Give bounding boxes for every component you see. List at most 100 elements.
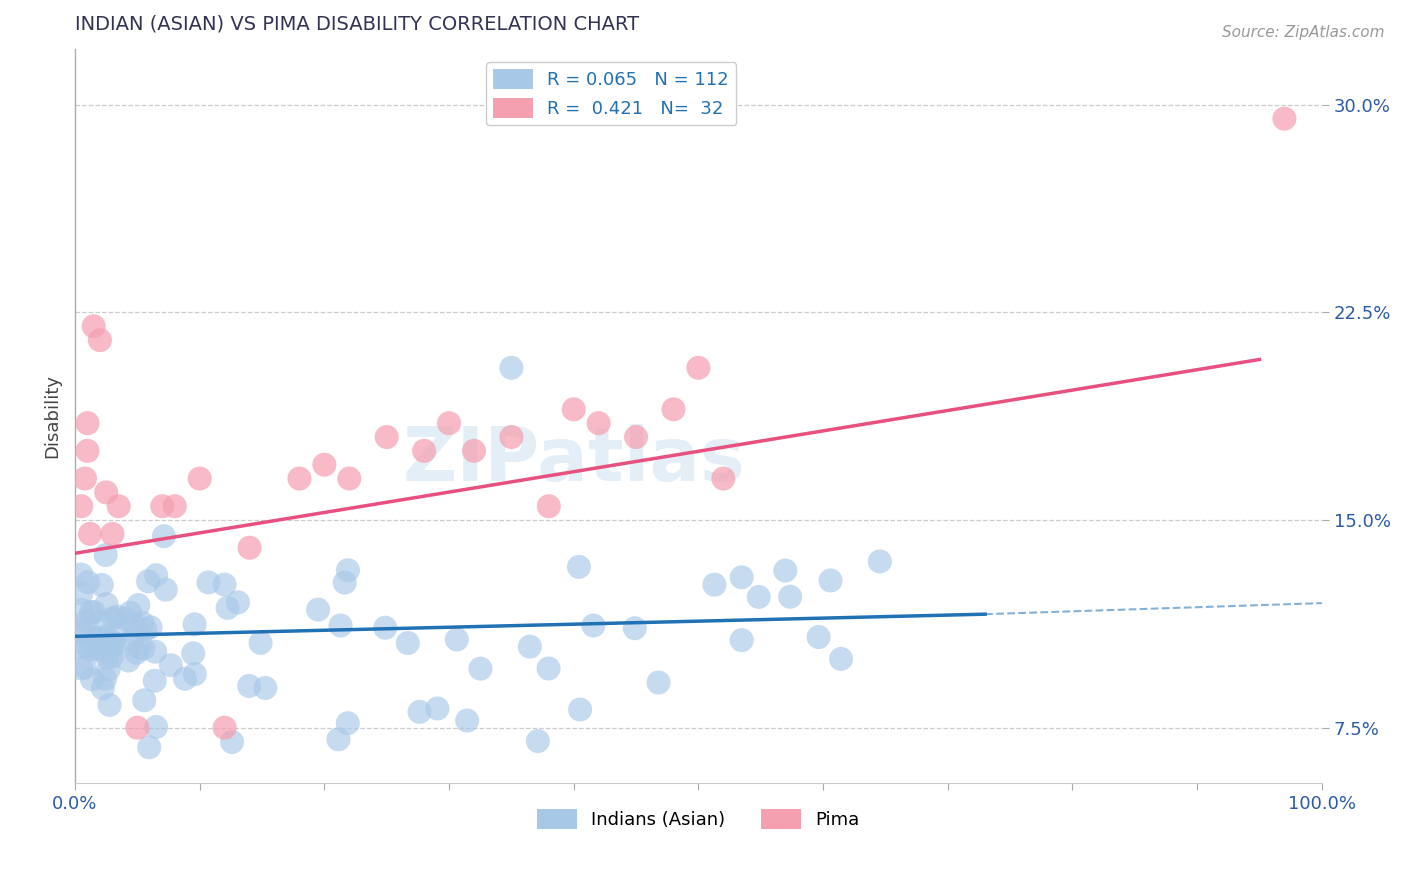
Point xyxy=(830,652,852,666)
Point xyxy=(328,732,350,747)
Point xyxy=(214,577,236,591)
Point xyxy=(79,527,101,541)
Point xyxy=(96,597,118,611)
Point xyxy=(527,734,550,748)
Point xyxy=(117,654,139,668)
Point xyxy=(87,632,110,646)
Point xyxy=(501,430,523,444)
Point xyxy=(238,679,260,693)
Point xyxy=(76,640,98,654)
Point xyxy=(70,567,93,582)
Y-axis label: Disability: Disability xyxy=(44,375,60,458)
Point xyxy=(124,618,146,632)
Point xyxy=(437,416,460,430)
Point xyxy=(569,702,592,716)
Point xyxy=(134,693,156,707)
Point xyxy=(145,720,167,734)
Point xyxy=(94,630,117,644)
Point xyxy=(314,458,336,472)
Point xyxy=(623,621,645,635)
Point xyxy=(73,660,96,674)
Point xyxy=(83,605,105,619)
Point xyxy=(336,716,359,731)
Text: ZIPatlas: ZIPatlas xyxy=(402,424,745,497)
Text: Source: ZipAtlas.com: Source: ZipAtlas.com xyxy=(1222,25,1385,40)
Point xyxy=(537,500,560,514)
Point xyxy=(101,640,124,654)
Point xyxy=(408,705,430,719)
Point xyxy=(217,601,239,615)
Point xyxy=(688,360,710,375)
Point xyxy=(226,595,249,609)
Point xyxy=(249,636,271,650)
Point xyxy=(80,605,103,619)
Point xyxy=(711,471,734,485)
Point xyxy=(101,636,124,650)
Point xyxy=(87,643,110,657)
Point xyxy=(76,416,98,430)
Point xyxy=(80,673,103,687)
Point xyxy=(96,650,118,665)
Point xyxy=(184,667,207,681)
Point xyxy=(134,623,156,637)
Point xyxy=(136,574,159,589)
Point xyxy=(375,430,398,444)
Point xyxy=(779,590,801,604)
Point xyxy=(103,611,125,625)
Point xyxy=(70,500,93,514)
Point xyxy=(214,721,236,735)
Point xyxy=(562,402,585,417)
Point xyxy=(183,617,205,632)
Point xyxy=(153,529,176,543)
Point xyxy=(624,430,647,444)
Point xyxy=(731,633,754,648)
Point xyxy=(197,575,219,590)
Point xyxy=(86,632,108,646)
Point xyxy=(114,612,136,626)
Point xyxy=(94,672,117,686)
Point xyxy=(374,621,396,635)
Point xyxy=(73,471,96,485)
Point xyxy=(70,625,93,640)
Point xyxy=(77,575,100,590)
Point xyxy=(91,615,114,630)
Point xyxy=(337,471,360,485)
Point xyxy=(181,646,204,660)
Point xyxy=(254,681,277,695)
Point xyxy=(107,500,129,514)
Point xyxy=(87,640,110,654)
Point xyxy=(174,672,197,686)
Point xyxy=(89,333,111,347)
Point xyxy=(588,416,610,430)
Point xyxy=(87,636,110,650)
Point xyxy=(731,570,754,584)
Point xyxy=(138,740,160,755)
Point xyxy=(127,721,149,735)
Point xyxy=(97,663,120,677)
Point xyxy=(662,402,685,417)
Point xyxy=(98,632,121,647)
Point xyxy=(519,640,541,654)
Point xyxy=(143,645,166,659)
Point xyxy=(703,577,725,591)
Point xyxy=(120,606,142,620)
Point xyxy=(413,443,436,458)
Point xyxy=(70,586,93,600)
Point xyxy=(1274,112,1296,126)
Point xyxy=(396,636,419,650)
Point xyxy=(125,646,148,660)
Point xyxy=(307,602,329,616)
Point xyxy=(446,632,468,647)
Point xyxy=(336,563,359,577)
Point xyxy=(582,618,605,632)
Point xyxy=(90,578,112,592)
Point xyxy=(104,637,127,651)
Point xyxy=(79,642,101,657)
Point xyxy=(70,661,93,675)
Point xyxy=(333,575,356,590)
Point xyxy=(132,641,155,656)
Point xyxy=(426,701,449,715)
Point xyxy=(70,624,93,638)
Point xyxy=(96,485,118,500)
Point xyxy=(501,360,523,375)
